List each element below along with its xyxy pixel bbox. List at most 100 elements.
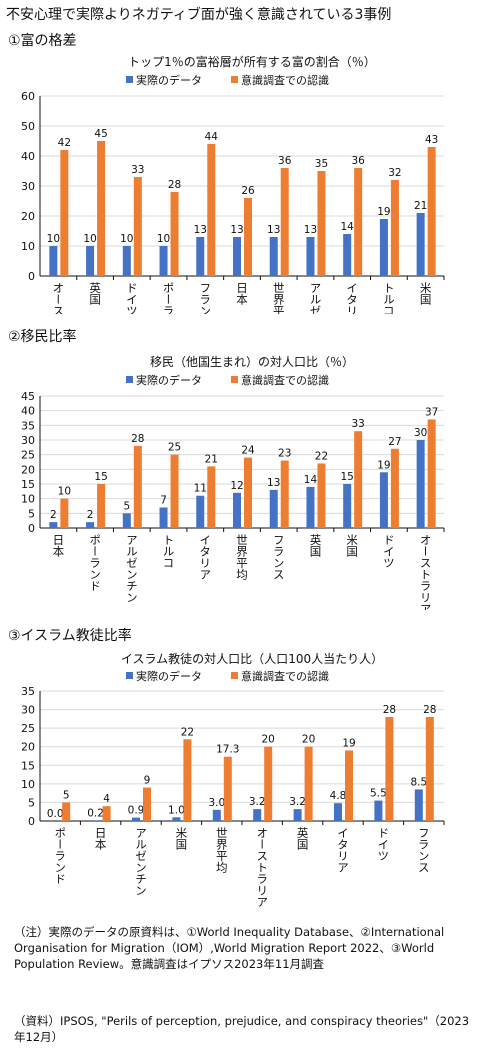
bar-perceived xyxy=(62,802,71,821)
x-category-label: フランス xyxy=(417,827,431,873)
x-category-label: ポーランド xyxy=(162,282,176,314)
bar-actual xyxy=(334,803,342,821)
y-tick-label: 35 xyxy=(21,419,35,432)
legend-item: 意識調査での認識 xyxy=(231,73,329,87)
bar-actual xyxy=(379,219,388,276)
data-label-actual: 10 xyxy=(120,233,133,245)
y-tick-label: 25 xyxy=(21,449,35,462)
bar-perceived xyxy=(60,150,69,276)
bar-perceived xyxy=(60,498,69,528)
legend-swatch xyxy=(126,672,133,679)
data-label-actual: 5 xyxy=(123,500,130,512)
data-label-actual: 14 xyxy=(304,474,318,486)
bar-actual xyxy=(306,486,315,528)
y-tick-label: 60 xyxy=(21,90,35,103)
bar-actual xyxy=(196,237,205,276)
bar-perceived xyxy=(133,177,142,276)
bar-actual xyxy=(416,213,425,276)
data-label-perceived: 23 xyxy=(278,448,291,460)
y-tick-label: 5 xyxy=(28,507,35,520)
legend-item: 実際のデータ xyxy=(126,73,202,87)
x-category-label: イタリア xyxy=(198,534,212,580)
x-category-label: 日本 xyxy=(94,827,108,851)
data-label-actual: 14 xyxy=(340,221,354,233)
data-label-actual: 4.8 xyxy=(330,790,347,802)
data-label-actual: 10 xyxy=(47,233,60,245)
bar-perceived xyxy=(223,756,232,821)
bar-perceived xyxy=(385,717,394,821)
data-label-perceived: 22 xyxy=(315,450,328,462)
bar-actual xyxy=(132,817,140,821)
bar-actual xyxy=(159,507,168,528)
data-label-actual: 13 xyxy=(194,224,207,236)
legend-item: 意識調査での認識 xyxy=(231,373,329,387)
x-category-label: イタリア xyxy=(345,282,359,314)
data-label-perceived: 20 xyxy=(302,734,315,746)
bar-actual xyxy=(49,246,58,276)
data-label-perceived: 43 xyxy=(425,134,438,146)
section-heading-wealth: ①富の格差 xyxy=(8,33,77,49)
x-category-label: 日本 xyxy=(235,282,249,306)
y-tick-label: 0 xyxy=(28,815,35,828)
y-tick-label: 10 xyxy=(21,493,35,506)
legend-swatch xyxy=(231,672,238,679)
bar-actual xyxy=(306,237,315,276)
bar-actual xyxy=(233,237,241,276)
y-tick-label: 30 xyxy=(21,434,35,447)
legend-label: 意識調査での認識 xyxy=(241,669,329,683)
data-label-perceived: 22 xyxy=(181,726,194,738)
legend-swatch xyxy=(231,76,238,83)
chart-immigration: 移民（他国生まれ）の対人口比（％） 実際のデータ 意識調査での認識 0 5 10 15 20 2… xyxy=(0,348,484,610)
x-category-label: オーストラリア xyxy=(51,282,65,314)
y-tick-label: 35 xyxy=(21,685,35,698)
bar-actual xyxy=(122,513,131,528)
x-category-label: 世界平均 xyxy=(235,534,249,581)
footnote-text: （注）実際のデータの原資料は、①World Inequality Databas… xyxy=(14,925,445,971)
legend-item: 実際のデータ xyxy=(126,669,202,683)
y-tick-label: 0 xyxy=(28,522,35,535)
bar-actual xyxy=(233,492,241,528)
bar-actual xyxy=(86,246,95,276)
data-label-perceived: 28 xyxy=(131,433,144,445)
bar-actual xyxy=(269,237,278,276)
chart-muslim: イスラム教徒の対人口比（人口100人当たり人） 実際のデータ 意識調査での認識 0 5 1… xyxy=(0,647,484,919)
data-label-perceived: 5 xyxy=(63,789,70,801)
bar-actual xyxy=(253,809,262,821)
legend-label: 実際のデータ xyxy=(136,373,202,387)
data-label-perceived: 36 xyxy=(278,155,292,167)
bar-perceived xyxy=(170,192,179,276)
data-label-actual: 30 xyxy=(414,427,427,439)
source-text: （資料）IPSOS, "Perils of perception, prejud… xyxy=(14,1013,470,1044)
x-category-label: オーストラリア xyxy=(255,827,269,908)
data-label-actual: 1.0 xyxy=(168,804,185,816)
x-category-label: 米国 xyxy=(419,282,433,306)
legend-swatch xyxy=(126,76,133,83)
y-tick-label: 40 xyxy=(21,150,35,163)
bar-actual xyxy=(49,522,58,528)
data-label-perceived: 21 xyxy=(205,453,218,465)
x-category-label: フランス xyxy=(198,282,212,314)
data-label-perceived: 28 xyxy=(168,179,181,191)
data-label-perceived: 28 xyxy=(383,704,396,716)
data-label-perceived: 26 xyxy=(241,185,255,197)
data-label-actual: 10 xyxy=(83,233,96,245)
bar-perceived xyxy=(143,787,151,821)
data-label-perceived: 19 xyxy=(342,737,355,749)
bar-actual xyxy=(343,484,352,528)
legend-label: 意識調査での認識 xyxy=(241,373,329,387)
y-tick-label: 10 xyxy=(21,240,35,253)
bar-perceived xyxy=(97,484,106,528)
x-category-label: イタリア xyxy=(336,827,350,873)
chart-title: トップ1％の富裕層が所有する富の割合（％） xyxy=(128,54,376,69)
bar-perceived xyxy=(345,750,353,821)
data-label-perceived: 17.3 xyxy=(216,744,239,756)
y-tick-label: 20 xyxy=(21,210,35,223)
data-label-actual: 15 xyxy=(340,471,353,483)
data-label-perceived: 42 xyxy=(58,137,71,149)
y-tick-label: 30 xyxy=(21,180,35,193)
x-category-label: トルコ xyxy=(162,534,176,569)
data-label-actual: 5.5 xyxy=(370,788,387,800)
bar-perceived xyxy=(354,431,363,528)
bar-actual xyxy=(343,234,352,276)
source-note: （資料）IPSOS, "Perils of perception, prejud… xyxy=(14,1001,476,1056)
